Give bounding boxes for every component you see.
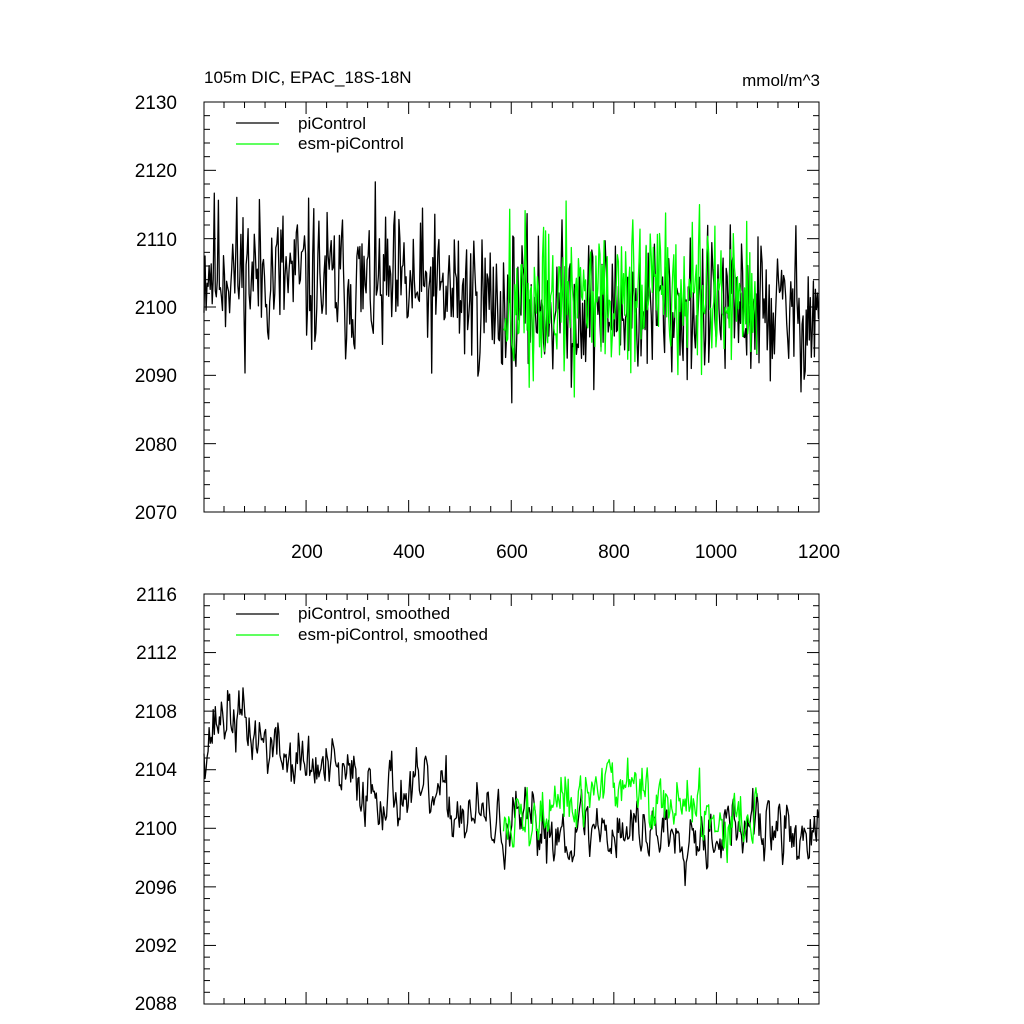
legend-label-esm-picontrol: esm-piControl xyxy=(298,134,404,153)
y-tick-label: 2104 xyxy=(135,760,178,781)
x-tick-label: 200 xyxy=(291,542,323,563)
x-tick-label: 800 xyxy=(598,542,630,563)
plot-area xyxy=(203,181,820,404)
top-panel: 105m DIC, EPAC_18S-18N mmol/m^3 2130 212… xyxy=(135,68,840,563)
y-tick-label: 2092 xyxy=(135,936,177,957)
y-tick-label: 2130 xyxy=(135,93,177,114)
units-label: mmol/m^3 xyxy=(742,71,820,90)
legend: piControl, smoothed esm-piControl, smoot… xyxy=(236,604,488,644)
bottom-panel: 2116 2112 2108 2104 2100 2096 2092 2088 … xyxy=(135,585,820,1015)
plot-area xyxy=(203,687,820,887)
y-tick-labels: 2116 2112 2108 2104 2100 2096 2092 2088 xyxy=(135,585,178,1015)
y-tick-label: 2090 xyxy=(135,366,177,387)
series-line-picontrol-smoothed xyxy=(203,687,820,887)
y-tick-label: 2108 xyxy=(135,702,177,723)
plot-frame xyxy=(203,101,820,513)
y-tick-label: 2070 xyxy=(135,503,177,524)
legend: piControl esm-piControl xyxy=(236,114,404,153)
legend-label-picontrol-smoothed: piControl, smoothed xyxy=(298,604,450,623)
x-tick-label: 600 xyxy=(496,542,528,563)
y-tick-label: 2088 xyxy=(135,994,177,1015)
x-tick-labels: 200 400 600 800 1000 1200 xyxy=(291,542,840,563)
y-tick-label: 2080 xyxy=(135,435,177,456)
axis-ticks xyxy=(204,101,820,513)
y-tick-label: 2110 xyxy=(136,230,177,251)
y-tick-label: 2120 xyxy=(135,161,177,182)
x-tick-label: 400 xyxy=(393,542,425,563)
y-tick-label: 2116 xyxy=(136,585,177,606)
x-tick-label: 1200 xyxy=(798,542,840,563)
series-line-picontrol xyxy=(203,181,820,404)
series-line-esm-picontrol xyxy=(503,200,758,398)
y-tick-label: 2112 xyxy=(136,643,177,664)
plot-frame xyxy=(203,593,820,1005)
x-tick-label: 1000 xyxy=(695,542,737,563)
y-tick-label: 2100 xyxy=(135,298,177,319)
y-tick-label: 2096 xyxy=(135,878,177,899)
chart-title: 105m DIC, EPAC_18S-18N xyxy=(204,68,412,87)
legend-label-esm-picontrol-smoothed: esm-piControl, smoothed xyxy=(298,625,488,644)
y-tick-label: 2100 xyxy=(135,819,177,840)
y-tick-labels: 2130 2120 2110 2100 2090 2080 2070 xyxy=(135,93,177,524)
legend-label-picontrol: piControl xyxy=(298,114,366,133)
series-line-esm-picontrol-smoothed xyxy=(502,757,758,864)
axis-ticks xyxy=(204,593,820,1005)
